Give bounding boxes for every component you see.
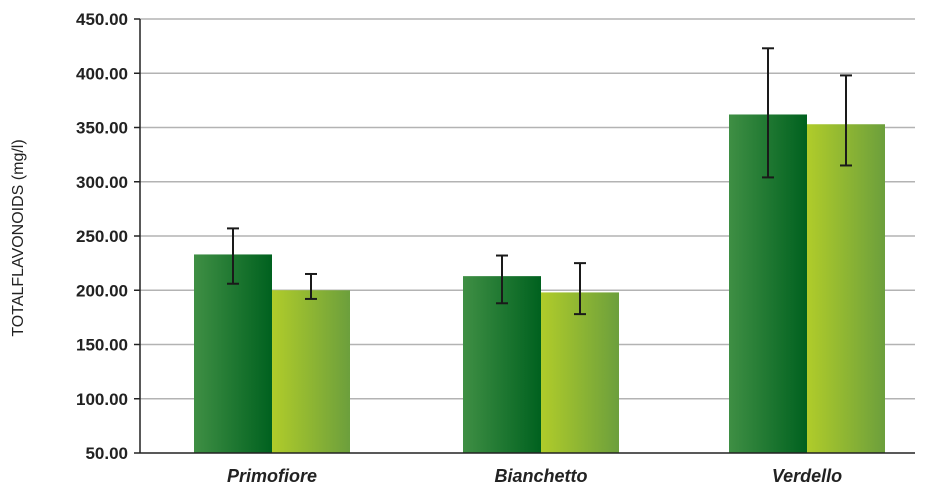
axes	[134, 18, 915, 454]
labels: 50.00 100.00 150.00 200.00 250.00 300.00 350.0…	[76, 10, 842, 486]
bar-primofiore-series-1	[194, 254, 272, 453]
bar-verdello-series-2	[807, 124, 885, 454]
y-tick-label: 300.00	[76, 173, 128, 192]
bar-primofiore-series-2	[272, 290, 350, 453]
x-category-label: Primofiore	[227, 466, 317, 486]
y-tick-label: 200.00	[76, 281, 128, 300]
y-tick-label: 350.00	[76, 119, 128, 138]
y-tick-label: 100.00	[76, 390, 128, 409]
bar-bianchetto-series-2	[541, 292, 619, 453]
y-axis-title: TOTALFLAVONOIDS (mg/l)	[10, 139, 27, 336]
y-tick-label: 150.00	[76, 336, 128, 355]
y-tick-label: 450.00	[76, 10, 128, 29]
y-tick-label: 400.00	[76, 64, 128, 83]
bars	[194, 114, 885, 454]
y-tick-label: 250.00	[76, 227, 128, 246]
y-tick-label: 50.00	[85, 444, 128, 463]
error-bars	[227, 47, 852, 316]
x-category-label: Bianchetto	[494, 466, 587, 486]
bar-bianchetto-series-1	[463, 276, 541, 453]
x-category-label: Verdello	[772, 466, 842, 486]
